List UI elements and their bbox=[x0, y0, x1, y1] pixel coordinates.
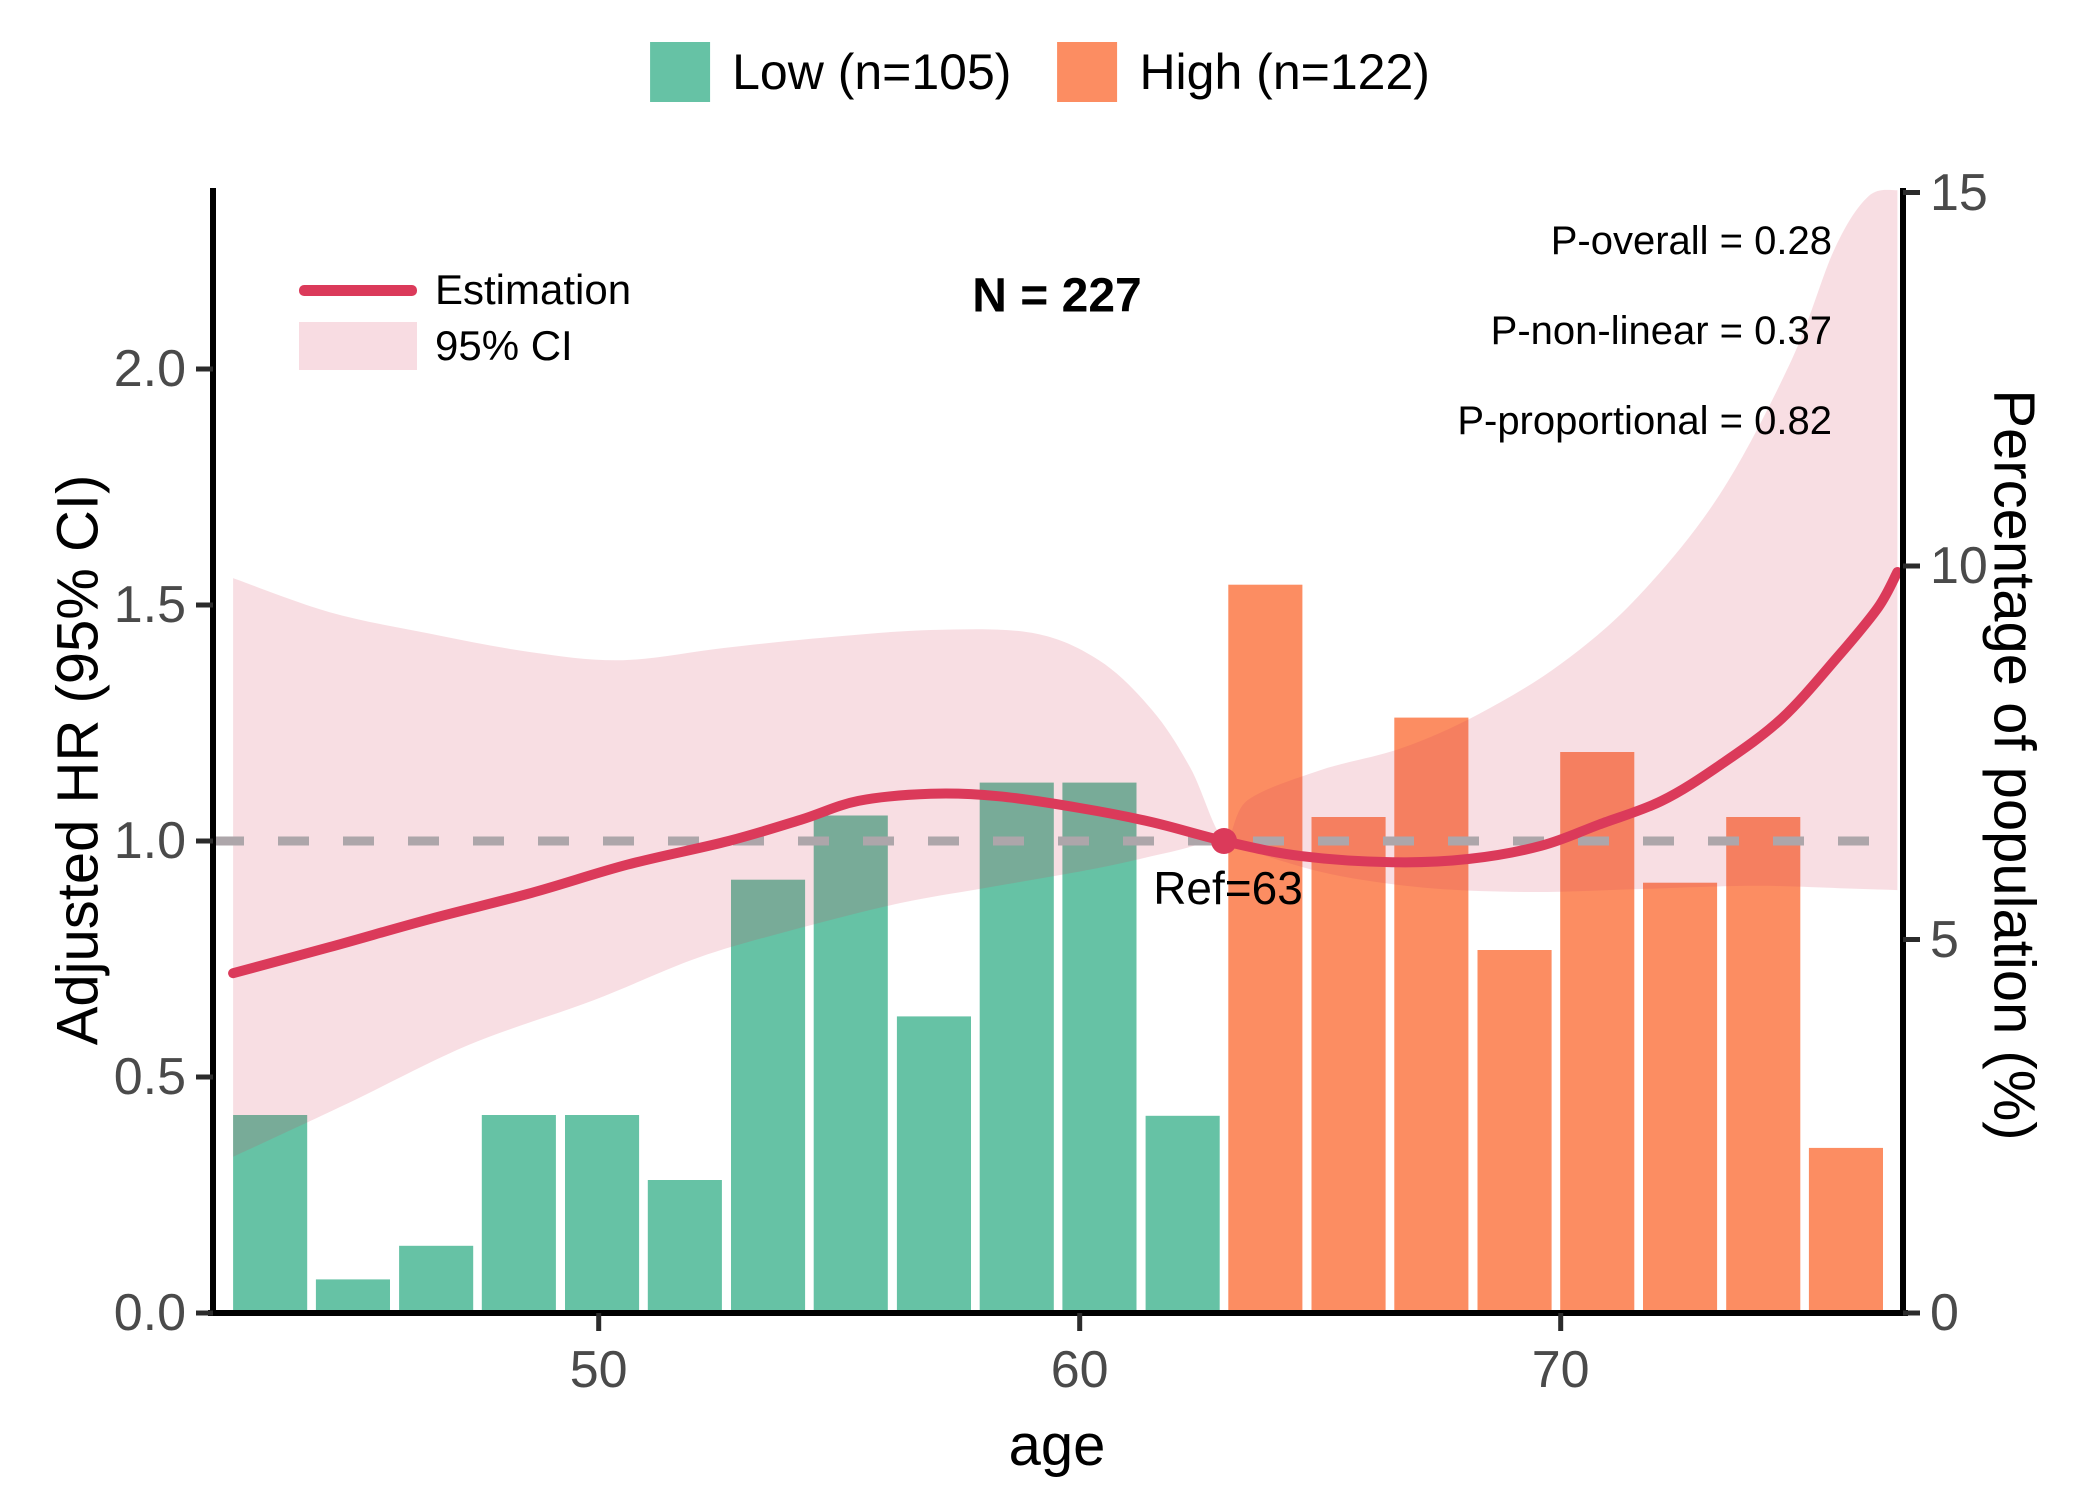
histogram-bar-high bbox=[1808, 1147, 1883, 1313]
y-right-tick-label: 15 bbox=[1930, 163, 1988, 222]
y-right-tick-label: 10 bbox=[1930, 537, 1988, 595]
legend-top: Low (n=105) High (n=122) bbox=[650, 42, 1430, 102]
y-right-axis-title: Percentage of population (%) bbox=[1981, 389, 2047, 1141]
histogram-bar-low bbox=[399, 1245, 474, 1313]
histogram-bar-low bbox=[481, 1115, 556, 1313]
histogram-bar-high bbox=[1394, 717, 1469, 1313]
n-total-label: N = 227 bbox=[972, 269, 1142, 323]
x-tick-label: 70 bbox=[1531, 1341, 1590, 1399]
y-left-axis-title: Adjusted HR (95% CI) bbox=[45, 474, 111, 1046]
inner-legend: Estimation 95% CI bbox=[299, 262, 631, 374]
inner-legend-estimation-label: Estimation bbox=[435, 266, 632, 313]
y-left-tick-label: 1.0 bbox=[113, 812, 186, 870]
ci-band-key-icon bbox=[299, 322, 417, 370]
y-left-tick-label: 2.0 bbox=[113, 340, 186, 398]
histogram-bar-low bbox=[315, 1279, 390, 1313]
y-left-tick-label: 1.5 bbox=[113, 576, 186, 634]
x-axis-title: age bbox=[1008, 1413, 1106, 1478]
p-values-block: P-overall = 0.28 P-non-linear = 0.37 P-p… bbox=[1457, 196, 1832, 466]
p-proportional-label: P-proportional = 0.82 bbox=[1457, 399, 1832, 443]
histogram-bar-high bbox=[1643, 882, 1718, 1313]
x-tick-label: 50 bbox=[569, 1341, 628, 1399]
p-non-linear-label: P-non-linear = 0.37 bbox=[1490, 309, 1832, 353]
x-tick-label: 60 bbox=[1050, 1341, 1109, 1399]
histogram-bar-low bbox=[565, 1115, 640, 1313]
histogram-bar-high bbox=[1477, 950, 1552, 1313]
estimation-spline bbox=[228, 567, 1903, 979]
y-left-tick-label: 0.0 bbox=[113, 1284, 186, 1342]
reference-point-label: Ref=63 bbox=[1153, 862, 1303, 914]
legend-label-high: High (n=122) bbox=[1139, 44, 1430, 100]
histogram-bar-low bbox=[896, 1016, 971, 1313]
y-left-tick-label: 0.5 bbox=[113, 1048, 186, 1106]
reference-point-dot bbox=[1211, 828, 1237, 854]
estimation-line-key-icon bbox=[299, 284, 417, 296]
legend-swatch-high-icon bbox=[1057, 42, 1118, 102]
y-right-tick-label: 5 bbox=[1930, 910, 1959, 969]
inner-legend-estimation-row: Estimation bbox=[299, 262, 631, 318]
histogram-bar-high bbox=[1228, 584, 1303, 1313]
histogram-bar-low bbox=[731, 879, 806, 1313]
histogram-bar-low bbox=[979, 782, 1054, 1313]
p-overall-label: P-overall = 0.28 bbox=[1550, 219, 1832, 263]
histogram-bar-low bbox=[233, 1115, 308, 1313]
y-right-tick-label: 0 bbox=[1930, 1284, 1959, 1342]
ci-band bbox=[233, 189, 1898, 1157]
legend-label-low: Low (n=105) bbox=[732, 44, 1012, 100]
inner-legend-ci-row: 95% CI bbox=[299, 318, 631, 374]
legend-swatch-low-icon bbox=[650, 42, 711, 102]
histogram-bar-low bbox=[647, 1180, 722, 1313]
histogram-bar-low bbox=[1145, 1115, 1220, 1313]
histogram-bar-low bbox=[813, 815, 888, 1313]
histogram-bar-low bbox=[1062, 782, 1137, 1313]
histogram-bar-high bbox=[1311, 817, 1386, 1313]
histogram-bar-high bbox=[1726, 817, 1801, 1313]
inner-legend-ci-label: 95% CI bbox=[435, 322, 573, 369]
